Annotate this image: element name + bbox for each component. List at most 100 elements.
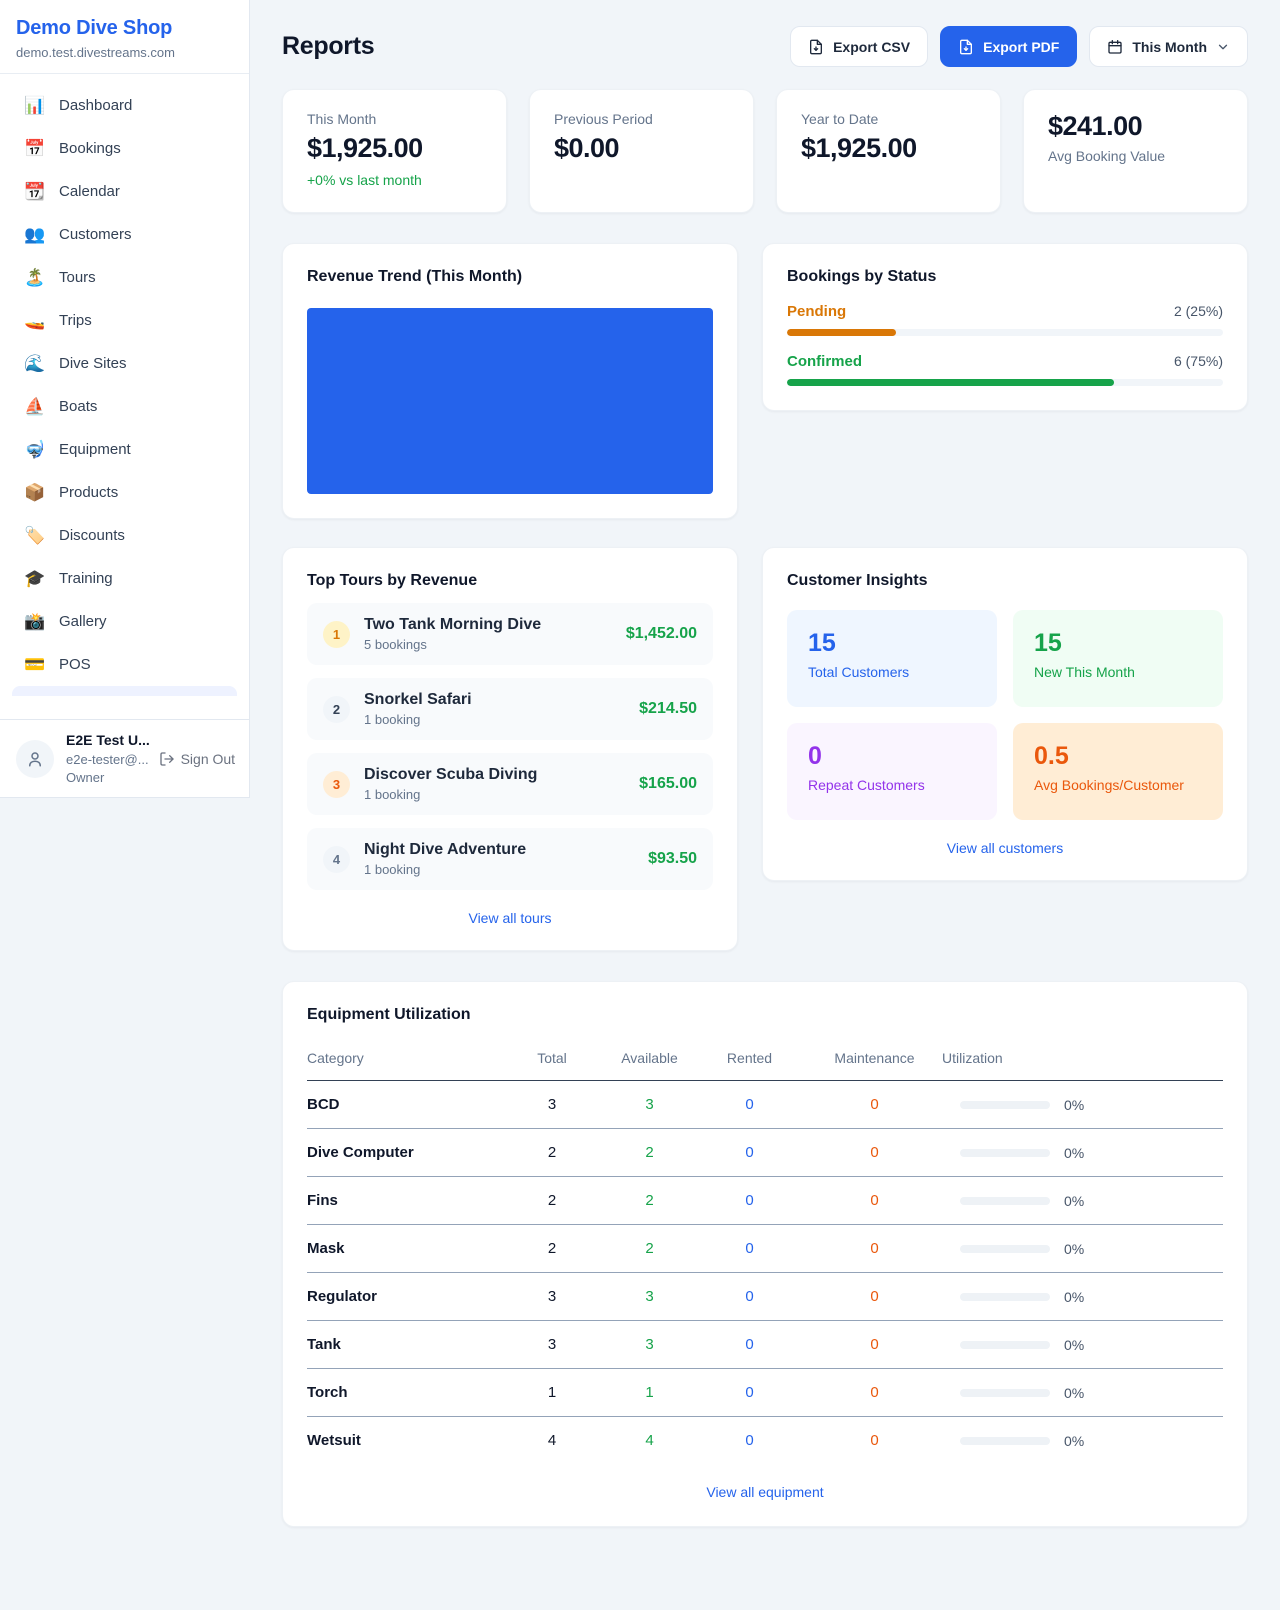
cell-maintenance: 0 — [807, 1368, 942, 1417]
cell-rented: 0 — [692, 1368, 807, 1417]
cell-maintenance: 0 — [807, 1320, 942, 1369]
tour-bookings: 1 booking — [364, 862, 421, 877]
sidebar-item-dashboard[interactable]: 📊 Dashboard — [12, 84, 237, 127]
tour-item[interactable]: 2 Snorkel Safari 1 booking $214.50 — [307, 678, 713, 740]
sidebar-item-label: Tours — [59, 269, 96, 286]
header-actions: Export CSV Export PDF This Month — [790, 26, 1248, 67]
status-row-pending: Pending 2 (25%) — [787, 303, 1223, 336]
view-all-equipment-link[interactable]: View all equipment — [706, 1484, 824, 1500]
cell-category: Wetsuit — [307, 1432, 361, 1449]
sidebar-item-training[interactable]: 🎓 Training — [12, 557, 237, 600]
cell-available: 1 — [607, 1368, 692, 1417]
file-download-icon — [810, 39, 823, 54]
top-tours-title: Top Tours by Revenue — [307, 572, 478, 589]
utilization-bar — [960, 1340, 1050, 1349]
sidebar-item-label: Equipment — [59, 441, 131, 458]
cell-rented: 0 — [692, 1320, 807, 1369]
user-info: E2E Test U... e2e-tester@... Sign Out Ow… — [66, 732, 235, 785]
user-email: e2e-tester@... — [66, 751, 149, 767]
user-name: E2E Test U... — [66, 732, 150, 748]
cell-maintenance: 0 — [807, 1176, 942, 1225]
status-bar-fill — [787, 379, 1114, 386]
sidebar-item-customers[interactable]: 👥 Customers — [12, 213, 237, 256]
equipment-utilization-title: Equipment Utilization — [307, 1006, 471, 1023]
status-bar-fill — [787, 329, 896, 336]
sign-out-label: Sign Out — [180, 751, 236, 767]
stat-label: Year to Date — [801, 111, 879, 127]
insight-label: Repeat Customers — [808, 777, 925, 793]
table-row: Wetsuit 4 4 0 0 0% — [307, 1417, 1223, 1465]
stat-label: This Month — [307, 111, 377, 127]
cell-rented: 0 — [692, 1176, 807, 1225]
period-label: This Month — [1132, 38, 1207, 55]
export-csv-button[interactable]: Export CSV — [790, 26, 929, 67]
sidebar-item-tours[interactable]: 🏝️ Tours — [12, 256, 237, 299]
sidebar-item-label: Boats — [59, 398, 98, 415]
cell-maintenance: 0 — [807, 1272, 942, 1321]
table-row: Mask 2 2 0 0 0% — [307, 1224, 1223, 1273]
tour-revenue: $1,452.00 — [625, 625, 697, 642]
sidebar-item-equipment[interactable]: 🤿 Equipment — [12, 428, 237, 471]
dive-mask-icon: 🤿 — [24, 439, 46, 460]
cell-rented: 0 — [745, 1432, 754, 1449]
sidebar-item-pos[interactable]: 💳 POS — [12, 643, 237, 686]
sidebar-item-dive-sites[interactable]: 🌊 Dive Sites — [12, 342, 237, 385]
package-icon: 📦 — [24, 482, 46, 503]
stat-value: $1,925.00 — [307, 133, 423, 163]
tour-name: Two Tank Morning Dive — [364, 616, 542, 633]
tag-icon: 🏷️ — [24, 525, 46, 546]
revenue-trend-title: Revenue Trend (This Month) — [307, 268, 523, 285]
cell-maintenance: 0 — [807, 1080, 942, 1129]
view-all-tours-link[interactable]: View all tours — [468, 910, 552, 926]
cell-rented: 0 — [692, 1224, 807, 1273]
sidebar-item-partial-highlight[interactable] — [12, 686, 237, 696]
cell-total: 1 — [497, 1368, 607, 1417]
stat-card-this-month: This Month $1,925.00 +0% vs last month — [282, 89, 507, 213]
dashboard-icon: 📊 — [24, 95, 46, 116]
table-row: Torch 1 1 0 0 0% — [307, 1368, 1223, 1417]
cell-rented: 0 — [692, 1080, 807, 1129]
period-dropdown[interactable]: This Month — [1089, 26, 1248, 67]
utilization-bar — [960, 1100, 1050, 1109]
sidebar-item-discounts[interactable]: 🏷️ Discounts — [12, 514, 237, 557]
sidebar-item-boats[interactable]: ⛵ Boats — [12, 385, 237, 428]
stat-card-avg-booking-value: $241.00 Avg Booking Value — [1023, 89, 1248, 213]
column-header-total: Total — [497, 1038, 607, 1081]
tour-item[interactable]: 4 Night Dive Adventure 1 booking $93.50 — [307, 828, 713, 890]
sidebar-item-calendar[interactable]: 📆 Calendar — [12, 170, 237, 213]
export-pdf-button[interactable]: Export PDF — [940, 26, 1078, 67]
table-row: Regulator 3 3 0 0 0% — [307, 1272, 1223, 1321]
utilization-percent: 0% — [1064, 1384, 1085, 1401]
sidebar-item-bookings[interactable]: 📅 Bookings — [12, 127, 237, 170]
tour-item[interactable]: 1 Two Tank Morning Dive 5 bookings $1,45… — [307, 603, 713, 665]
revenue-trend-chart — [307, 308, 713, 494]
sailboat-icon: ⛵ — [24, 396, 46, 417]
utilization-bar — [960, 1292, 1050, 1301]
sign-out-button[interactable]: Sign Out — [159, 751, 235, 767]
cell-category: Tank — [307, 1320, 497, 1369]
cell-total: 3 — [497, 1320, 607, 1369]
column-header-maintenance: Maintenance — [807, 1038, 942, 1081]
cell-available: 3 — [607, 1080, 692, 1129]
table-row: Tank 3 3 0 0 0% — [307, 1320, 1223, 1369]
sidebar-item-gallery[interactable]: 📸 Gallery — [12, 600, 237, 643]
tour-item[interactable]: 3 Discover Scuba Diving 1 booking $165.0… — [307, 753, 713, 815]
utilization-bar — [960, 1388, 1050, 1397]
sidebar-item-products[interactable]: 📦 Products — [12, 471, 237, 514]
brand-domain: demo.test.divestreams.com — [16, 45, 175, 60]
utilization-bar — [960, 1148, 1050, 1157]
stat-value: $0.00 — [554, 133, 620, 163]
utilization-percent: 0% — [1064, 1240, 1085, 1257]
wave-icon: 🌊 — [24, 353, 46, 374]
tour-name: Snorkel Safari — [364, 691, 472, 708]
cell-category: Fins — [307, 1176, 497, 1225]
utilization-bar — [960, 1196, 1050, 1205]
cell-available: 3 — [607, 1272, 692, 1321]
customer-insights-title: Customer Insights — [787, 572, 928, 589]
user-panel: E2E Test U... e2e-tester@... Sign Out Ow… — [0, 719, 249, 797]
cell-category: BCD — [307, 1080, 497, 1129]
view-all-customers-link[interactable]: View all customers — [946, 840, 1064, 856]
sidebar-item-trips[interactable]: 🚤 Trips — [12, 299, 237, 342]
stat-label: Avg Booking Value — [1048, 148, 1166, 164]
chevron-down-icon — [1218, 44, 1228, 49]
